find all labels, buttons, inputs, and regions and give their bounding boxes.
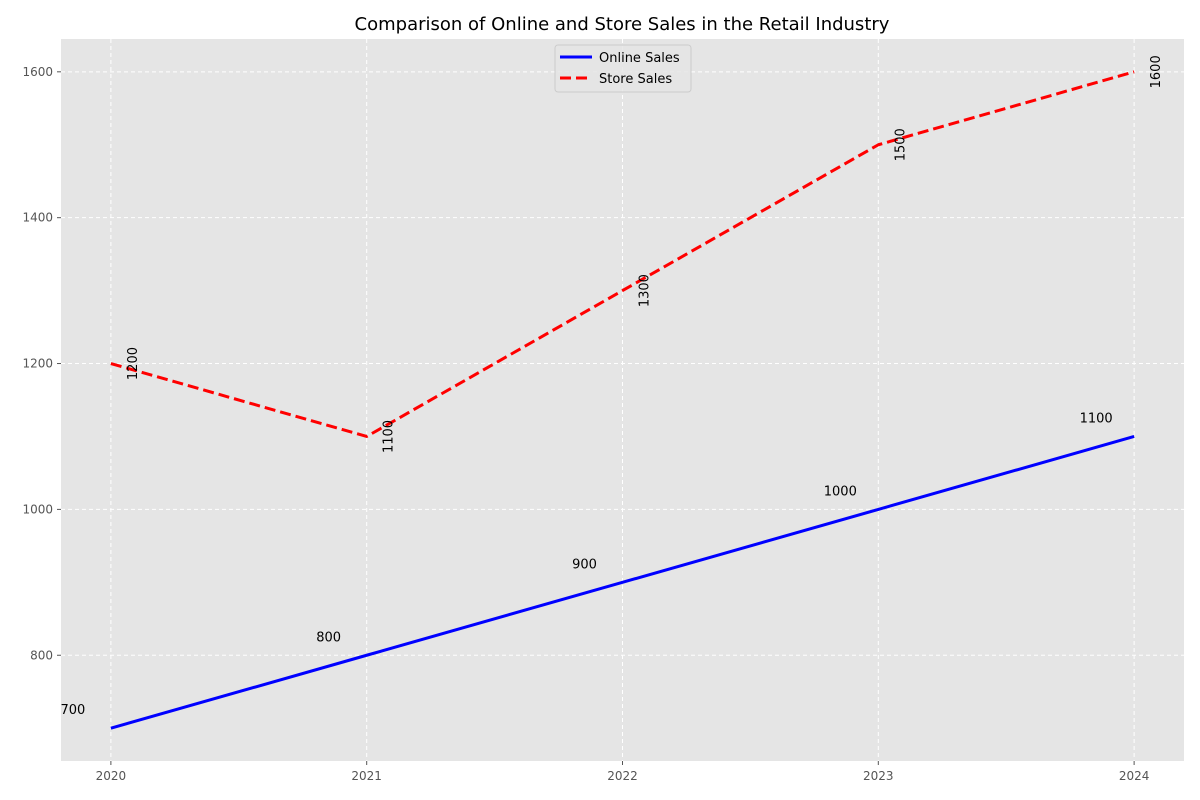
x-tick-label: 2024 (1119, 769, 1150, 783)
data-label: 1000 (824, 484, 857, 499)
data-label: 1300 (638, 274, 653, 307)
x-axis-ticks: 2020 2021 2022 2023 2024 (96, 761, 1150, 783)
data-label: 700 (60, 703, 85, 718)
legend-label: Online Sales (599, 51, 680, 66)
x-tick-label: 2022 (607, 769, 638, 783)
data-label: 900 (572, 557, 597, 572)
data-label: 800 (316, 630, 341, 645)
data-labels: 700 800 900 1000 1100 1200 1100 1300 1500 1600 (60, 55, 1164, 718)
legend: Online Sales Store Sales (554, 44, 692, 93)
chart-title: Comparison of Online and Store Sales in … (355, 14, 890, 35)
series-line (110, 70, 1135, 438)
data-label: 1200 (126, 347, 141, 380)
y-tick-label: 1000 (22, 502, 53, 516)
y-axis-ticks: 800 1000 1200 1400 1600 (22, 65, 61, 662)
y-tick-label: 800 (30, 648, 53, 662)
x-tick-label: 2023 (863, 769, 894, 783)
x-tick-label: 2020 (96, 769, 127, 783)
legend-label: Store Sales (599, 72, 672, 87)
data-label: 1500 (893, 128, 908, 161)
series-lines (110, 70, 1135, 730)
data-label: 1100 (382, 420, 397, 453)
series-line (110, 435, 1135, 730)
y-tick-label: 1600 (22, 65, 53, 79)
y-tick-label: 1400 (22, 211, 53, 225)
y-tick-label: 1200 (22, 357, 53, 371)
data-label: 1600 (1149, 55, 1164, 88)
x-tick-label: 2021 (351, 769, 382, 783)
data-label: 1100 (1080, 411, 1113, 426)
